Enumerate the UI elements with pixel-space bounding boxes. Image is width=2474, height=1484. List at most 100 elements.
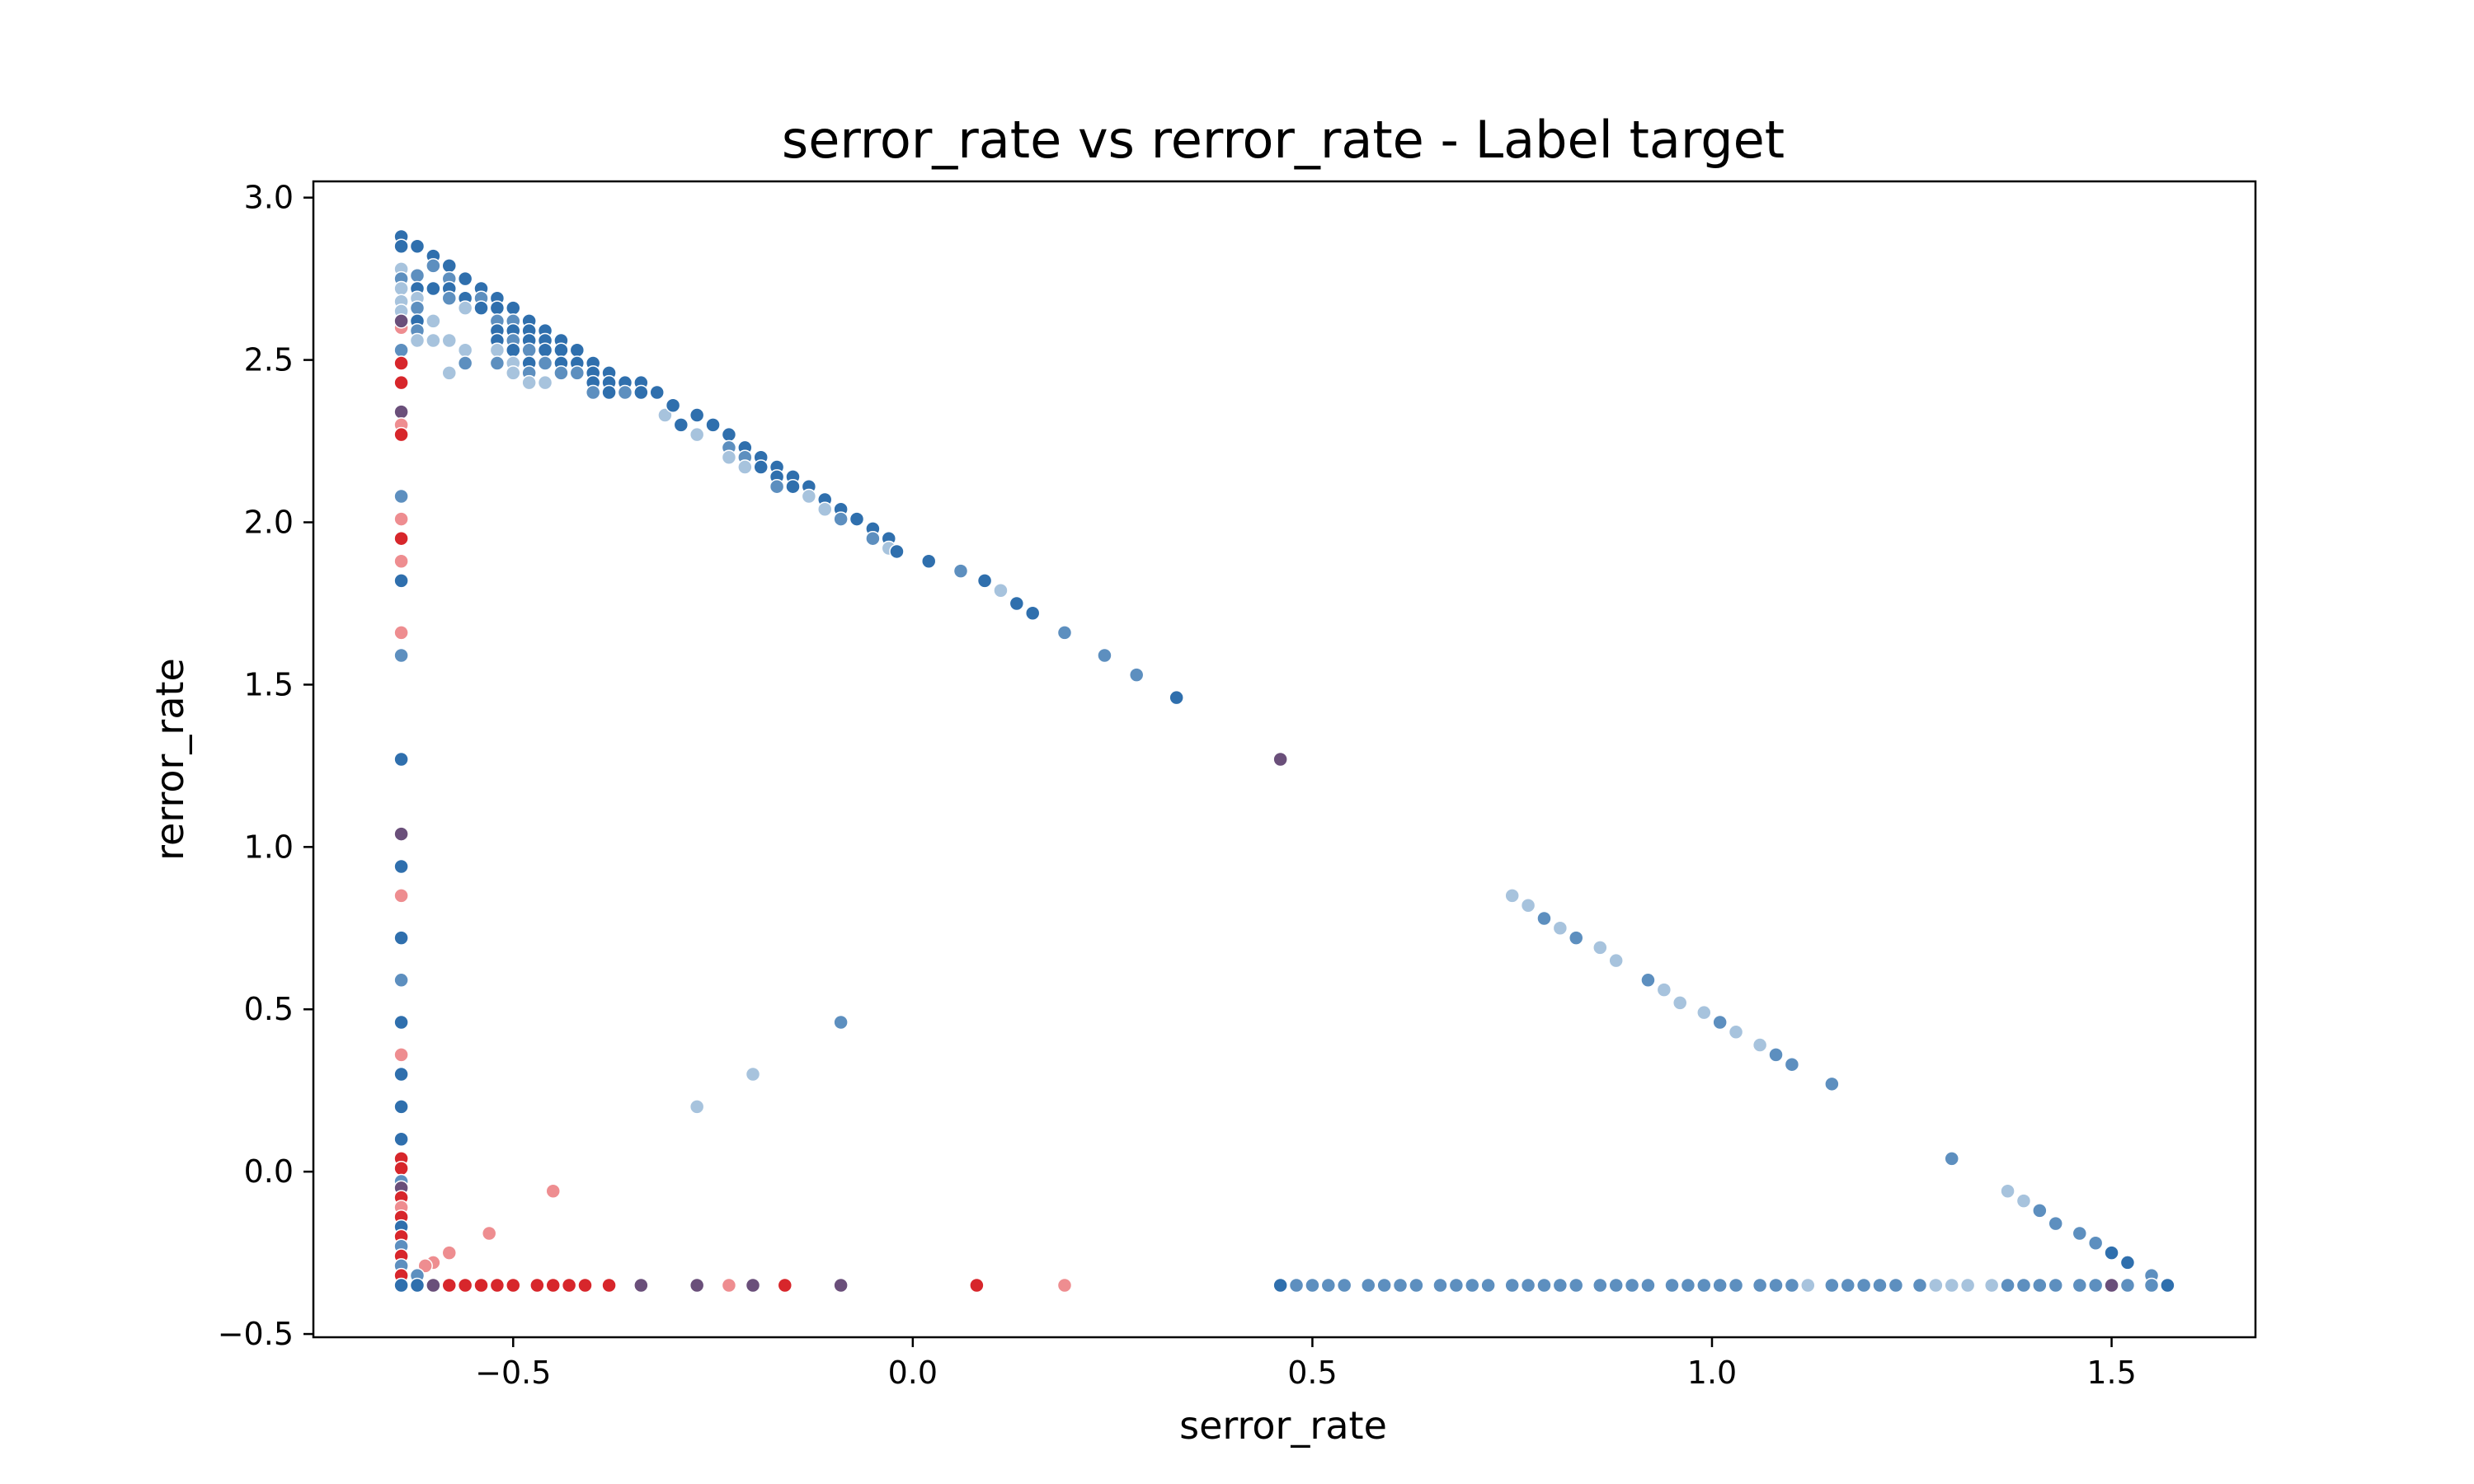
data-point xyxy=(721,426,737,443)
data-point xyxy=(393,647,409,664)
data-point xyxy=(545,1183,561,1200)
data-point xyxy=(409,238,426,255)
data-point xyxy=(1464,1277,1480,1294)
data-point xyxy=(393,355,409,371)
data-point xyxy=(745,1066,761,1082)
data-point xyxy=(1288,1277,1305,1294)
data-point xyxy=(489,342,506,359)
data-point xyxy=(393,488,409,505)
data-point xyxy=(529,1277,545,1294)
data-point xyxy=(441,365,458,381)
data-point xyxy=(833,1014,849,1031)
data-point xyxy=(1824,1277,1840,1294)
data-point xyxy=(1784,1056,1800,1073)
data-point xyxy=(2087,1235,2104,1252)
data-point xyxy=(393,1066,409,1082)
data-point xyxy=(1128,667,1145,683)
data-point xyxy=(1672,995,1688,1011)
data-point xyxy=(1696,1004,1712,1021)
data-point xyxy=(537,355,553,371)
data-point xyxy=(553,342,569,359)
data-point xyxy=(457,1277,473,1294)
data-points xyxy=(393,228,2175,1294)
data-point xyxy=(1552,1277,1569,1294)
data-point xyxy=(1824,1076,1840,1092)
data-point xyxy=(1169,689,1184,706)
x-tick-label: −0.5 xyxy=(475,1355,551,1391)
data-point xyxy=(1784,1277,1800,1294)
data-point xyxy=(426,1277,441,1294)
x-tick-label: 1.0 xyxy=(1687,1355,1737,1391)
data-point xyxy=(457,270,473,287)
data-point xyxy=(506,365,521,381)
data-point xyxy=(1712,1277,1728,1294)
data-point xyxy=(1840,1277,1856,1294)
data-point xyxy=(409,332,426,349)
data-point xyxy=(1592,1277,1608,1294)
data-point xyxy=(457,300,473,316)
data-point xyxy=(561,1277,577,1294)
data-point xyxy=(473,1277,489,1294)
data-point xyxy=(1056,625,1073,641)
data-point xyxy=(393,280,409,297)
data-point xyxy=(1552,920,1569,937)
data-point xyxy=(393,530,409,547)
data-point xyxy=(2032,1203,2048,1219)
data-point xyxy=(409,300,426,316)
plot-frame xyxy=(312,180,2257,1339)
data-point xyxy=(833,511,849,527)
data-point xyxy=(585,384,601,401)
data-point xyxy=(1680,1277,1696,1294)
data-point xyxy=(481,1225,497,1242)
data-point xyxy=(1768,1277,1784,1294)
data-point xyxy=(769,478,785,495)
data-point xyxy=(1504,1277,1520,1294)
data-point xyxy=(393,238,409,255)
data-point xyxy=(506,300,521,316)
data-point xyxy=(1009,595,1025,612)
data-point xyxy=(2000,1183,2015,1200)
data-point xyxy=(2104,1245,2119,1261)
data-point xyxy=(441,290,458,307)
data-point xyxy=(1944,1277,1959,1294)
y-tick-label: 0.5 xyxy=(244,991,294,1027)
data-point xyxy=(601,1277,617,1294)
data-point xyxy=(537,374,553,391)
data-point xyxy=(441,1245,458,1261)
data-point xyxy=(393,1160,409,1176)
data-point xyxy=(1480,1277,1496,1294)
y-tick-label: 1.0 xyxy=(244,829,294,865)
data-point xyxy=(1568,930,1584,946)
data-point xyxy=(1520,897,1536,913)
data-point xyxy=(2015,1277,2032,1294)
data-point xyxy=(473,300,489,316)
data-point xyxy=(1640,972,1656,989)
data-point xyxy=(393,313,409,329)
data-point xyxy=(657,407,673,423)
data-point xyxy=(393,342,409,359)
data-point xyxy=(976,573,993,589)
data-point xyxy=(737,459,753,475)
data-point xyxy=(2048,1215,2063,1232)
data-point xyxy=(1728,1024,1744,1040)
data-point xyxy=(393,1131,409,1148)
data-point xyxy=(721,449,737,465)
data-point xyxy=(393,404,409,420)
data-point xyxy=(506,342,521,359)
data-point xyxy=(952,563,969,579)
data-point xyxy=(1752,1037,1768,1053)
data-point xyxy=(506,1277,521,1294)
data-point xyxy=(2000,1277,2015,1294)
data-point xyxy=(441,332,458,349)
data-point xyxy=(785,478,801,495)
data-point xyxy=(1728,1277,1744,1294)
data-point xyxy=(1959,1277,1976,1294)
x-axis-label: serror_rate xyxy=(1179,1403,1387,1448)
data-point xyxy=(393,751,409,768)
data-point xyxy=(1928,1277,1944,1294)
data-point xyxy=(705,417,721,433)
chart-title: serror_rate vs rerror_rate - Label targe… xyxy=(782,110,1785,170)
data-point xyxy=(393,573,409,589)
data-point xyxy=(2048,1277,2063,1294)
data-point xyxy=(393,858,409,875)
